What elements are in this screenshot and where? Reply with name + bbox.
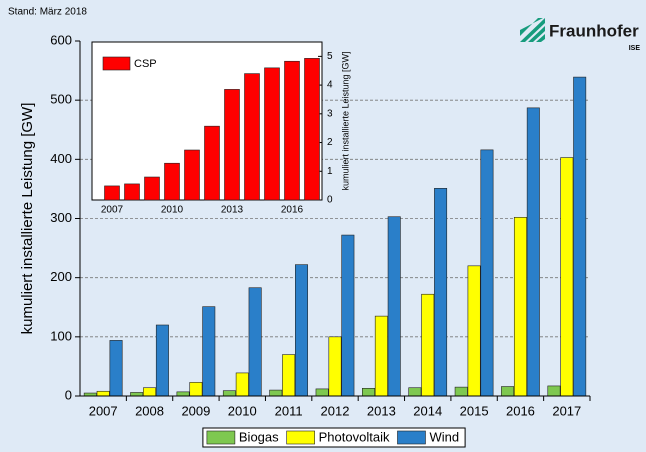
legend-label: Biogas bbox=[239, 429, 279, 444]
y-tick-label: 5 bbox=[327, 51, 333, 62]
legend-swatch bbox=[206, 430, 236, 445]
bar bbox=[104, 185, 120, 201]
bar bbox=[467, 265, 481, 397]
x-tick-label: 2009 bbox=[181, 403, 210, 418]
bar bbox=[480, 149, 494, 397]
x-tick-label: 2015 bbox=[460, 403, 489, 418]
legend-swatch bbox=[286, 430, 315, 445]
bar bbox=[109, 340, 123, 397]
bar bbox=[421, 293, 435, 397]
x-tick-label: 2016 bbox=[281, 205, 304, 216]
x-tick-label: 2012 bbox=[321, 403, 350, 418]
y-axis-label: kumuliert installierte Leistung [GW] bbox=[340, 51, 350, 190]
x-tick-label: 2010 bbox=[161, 205, 184, 216]
bar bbox=[244, 73, 260, 201]
legend-swatch bbox=[102, 56, 131, 71]
bar bbox=[204, 125, 220, 201]
bar bbox=[573, 76, 587, 397]
bar bbox=[143, 387, 157, 397]
legend-label: Wind bbox=[429, 429, 459, 444]
bar bbox=[547, 385, 561, 397]
x-tick-label: 2007 bbox=[101, 205, 124, 216]
bar bbox=[526, 107, 540, 397]
x-tick-label: 2010 bbox=[228, 403, 257, 418]
bar bbox=[96, 390, 110, 397]
x-tick-label: 2013 bbox=[367, 403, 396, 418]
bar bbox=[224, 89, 240, 201]
bar bbox=[269, 389, 283, 397]
bar bbox=[501, 386, 515, 397]
bar bbox=[189, 382, 203, 397]
bar bbox=[248, 287, 262, 397]
bar bbox=[387, 216, 401, 397]
x-tick-label: 2007 bbox=[89, 403, 118, 418]
bar bbox=[124, 183, 140, 201]
bar bbox=[513, 217, 527, 397]
plot: 0 100 200 300 400 500 600 kumuliert installiert… bbox=[19, 32, 591, 418]
bar bbox=[560, 157, 574, 397]
bar bbox=[144, 176, 160, 201]
x-tick-label: 2013 bbox=[221, 205, 244, 216]
bar bbox=[304, 58, 320, 201]
legend-label: CSP bbox=[134, 58, 157, 70]
bar bbox=[130, 392, 144, 397]
logo-name: Fraunhofer bbox=[549, 21, 639, 40]
y-axis-label: kumuliert installierte Leistung [GW] bbox=[19, 103, 36, 335]
bar bbox=[235, 372, 249, 397]
y-tick-label: 300 bbox=[50, 210, 72, 225]
logo-icon bbox=[520, 18, 545, 42]
bar bbox=[184, 149, 200, 201]
y-tick-label: 4 bbox=[327, 80, 333, 91]
bar bbox=[328, 336, 342, 397]
plot: 0 1 2 3 4 5 kumuliert installierte Leistung [G… bbox=[91, 41, 350, 216]
bar bbox=[315, 388, 329, 397]
y-tick-label: 100 bbox=[50, 328, 72, 343]
bar bbox=[282, 354, 296, 397]
bar bbox=[434, 188, 448, 397]
logo: Fraunhofer ISE bbox=[520, 18, 640, 52]
y-tick-label: 500 bbox=[50, 92, 72, 107]
y-tick-label: 400 bbox=[50, 151, 72, 166]
y-tick-label: 2 bbox=[327, 137, 333, 148]
y-tick-label: 200 bbox=[50, 269, 72, 284]
x-tick-label: 2016 bbox=[506, 403, 535, 418]
bar bbox=[341, 234, 355, 397]
legend-label: Photovoltaik bbox=[319, 429, 390, 444]
bar bbox=[362, 388, 375, 397]
bar bbox=[176, 391, 190, 397]
bar bbox=[202, 306, 216, 397]
bar bbox=[164, 162, 180, 201]
x-tick-label: 2014 bbox=[413, 403, 442, 418]
bar bbox=[264, 67, 280, 201]
y-tick-label: 0 bbox=[327, 195, 333, 206]
x-tick-label: 2008 bbox=[135, 403, 164, 418]
bar bbox=[295, 264, 308, 397]
bar bbox=[222, 390, 236, 397]
logo-institute: ISE bbox=[629, 45, 641, 52]
x-tick-label: 2011 bbox=[275, 403, 303, 418]
y-tick-label: 1 bbox=[327, 166, 333, 177]
legend: Biogas Photovoltaik Wind bbox=[202, 427, 466, 448]
legend-swatch bbox=[397, 430, 426, 445]
y-tick-label: 3 bbox=[327, 108, 333, 119]
bar bbox=[454, 386, 468, 397]
bar bbox=[408, 387, 422, 397]
y-tick-label: 600 bbox=[50, 32, 72, 47]
y-tick-label: 0 bbox=[65, 387, 72, 402]
bar bbox=[155, 324, 169, 397]
stand: Stand: März 2018 bbox=[8, 7, 87, 18]
bar bbox=[284, 60, 300, 201]
bar bbox=[374, 315, 388, 397]
x-tick-label: 2017 bbox=[552, 403, 581, 418]
